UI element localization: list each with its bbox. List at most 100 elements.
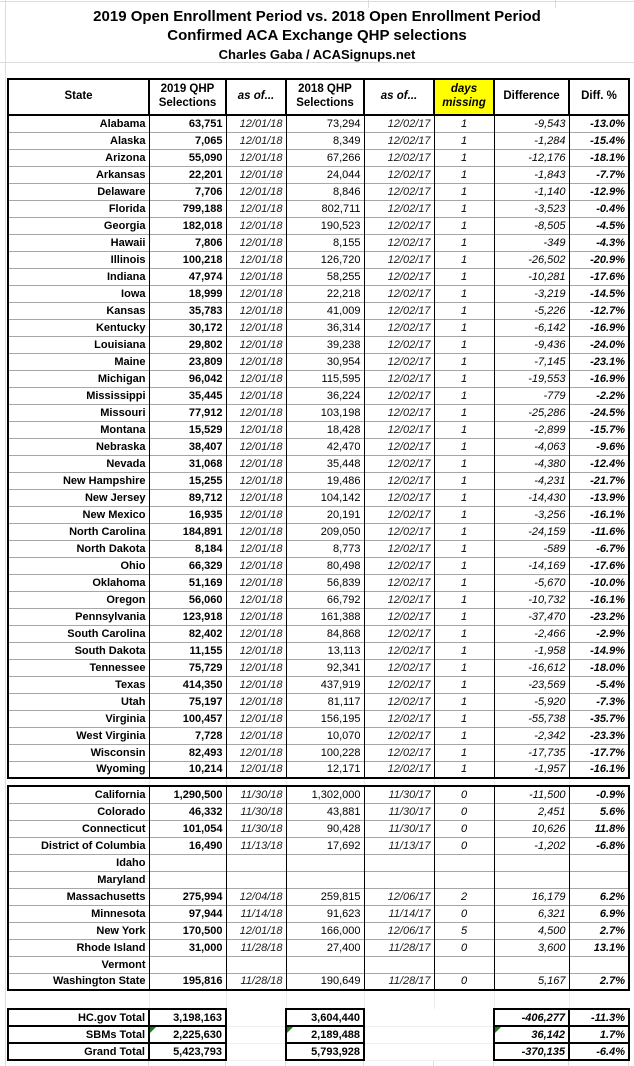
cell-days-missing[interactable]: 1 xyxy=(433,471,495,489)
cell-diff-pct[interactable]: 2.7% xyxy=(568,972,630,991)
cell-2018-qhp[interactable]: 10,070 xyxy=(285,726,365,744)
cell-state[interactable]: Oklahoma xyxy=(7,573,150,591)
cell-asof-2019[interactable]: 12/01/18 xyxy=(225,267,287,285)
total-label[interactable]: SBMs Total xyxy=(7,1025,150,1044)
col-header-diff-pct[interactable]: Diff. % xyxy=(568,78,630,116)
cell-difference[interactable]: -2,899 xyxy=(493,420,570,438)
cell-asof-2018[interactable]: 12/02/17 xyxy=(363,437,435,455)
cell-2019-qhp[interactable]: 7,806 xyxy=(148,233,227,251)
cell-asof-2019[interactable]: 12/01/18 xyxy=(225,403,287,421)
cell-2019-qhp[interactable]: 89,712 xyxy=(148,488,227,506)
cell-state[interactable]: Alaska xyxy=(7,131,150,149)
cell-asof-2018[interactable]: 12/02/17 xyxy=(363,743,435,761)
cell-state[interactable]: Connecticut xyxy=(7,819,150,837)
cell-2019-qhp[interactable]: 97,944 xyxy=(148,904,227,922)
cell-asof-2018[interactable]: 12/02/17 xyxy=(363,454,435,472)
cell-diff-pct[interactable]: -0.9% xyxy=(568,785,630,803)
cell-state[interactable]: Maryland xyxy=(7,870,150,888)
cell-asof-2019[interactable]: 12/01/18 xyxy=(225,590,287,608)
cell-diff-pct[interactable] xyxy=(568,870,630,888)
cell-state[interactable]: Georgia xyxy=(7,216,150,234)
col-header-2019-qhp[interactable]: 2019 QHP Selections xyxy=(148,78,227,116)
cell-days-missing[interactable]: 1 xyxy=(433,573,495,591)
cell-2019-qhp[interactable]: 101,054 xyxy=(148,819,227,837)
cell-diff-pct[interactable]: -2.2% xyxy=(568,386,630,404)
cell-2018-qhp[interactable]: 166,000 xyxy=(285,921,365,939)
cell-state[interactable]: New Mexico xyxy=(7,505,150,523)
cell-asof-2019[interactable] xyxy=(225,870,287,888)
cell-2019-qhp[interactable]: 100,457 xyxy=(148,709,227,727)
cell-days-missing[interactable]: 2 xyxy=(433,887,495,905)
cell-asof-2019[interactable]: 12/04/18 xyxy=(225,887,287,905)
cell-state[interactable]: Colorado xyxy=(7,802,150,820)
cell-asof-2018[interactable]: 12/02/17 xyxy=(363,199,435,217)
cell-asof-2019[interactable]: 12/01/18 xyxy=(225,284,287,302)
cell-days-missing[interactable]: 1 xyxy=(433,743,495,761)
cell-asof-2018[interactable]: 12/02/17 xyxy=(363,573,435,591)
cell-days-missing[interactable]: 1 xyxy=(433,488,495,506)
cell-days-missing[interactable] xyxy=(433,853,495,871)
cell-diff-pct[interactable]: -7.3% xyxy=(568,692,630,710)
cell-asof-2018[interactable]: 12/02/17 xyxy=(363,267,435,285)
cell-diff-pct[interactable]: -5.4% xyxy=(568,675,630,693)
cell-days-missing[interactable]: 1 xyxy=(433,624,495,642)
cell-asof-2019[interactable]: 12/01/18 xyxy=(225,471,287,489)
cell-diff-pct[interactable] xyxy=(568,955,630,973)
cell-state[interactable]: Arizona xyxy=(7,148,150,166)
cell-asof-2018[interactable]: 12/02/17 xyxy=(363,182,435,200)
cell-diff-pct[interactable]: -6.7% xyxy=(568,539,630,557)
cell-asof-2019[interactable]: 12/01/18 xyxy=(225,301,287,319)
cell-2018-qhp[interactable]: 35,448 xyxy=(285,454,365,472)
cell-days-missing[interactable]: 1 xyxy=(433,267,495,285)
cell-days-missing[interactable]: 1 xyxy=(433,590,495,608)
cell-2018-qhp[interactable]: 190,649 xyxy=(285,972,365,991)
cell-difference[interactable]: -5,670 xyxy=(493,573,570,591)
cell-asof-2019[interactable]: 12/01/18 xyxy=(225,165,287,183)
cell-2019-qhp[interactable]: 55,090 xyxy=(148,148,227,166)
cell-days-missing[interactable]: 1 xyxy=(433,522,495,540)
cell-asof-2018[interactable]: 12/02/17 xyxy=(363,488,435,506)
cell-asof-2019[interactable]: 12/01/18 xyxy=(225,658,287,676)
cell-2019-qhp[interactable]: 29,802 xyxy=(148,335,227,353)
cell-asof-2019[interactable]: 12/01/18 xyxy=(225,556,287,574)
cell-diff-pct[interactable]: -16.9% xyxy=(568,369,630,387)
cell-2019-qhp[interactable]: 123,918 xyxy=(148,607,227,625)
cell-2018-qhp[interactable]: 437,919 xyxy=(285,675,365,693)
cell-difference[interactable]: -26,502 xyxy=(493,250,570,268)
total-2018-value[interactable]: 2,189,488 xyxy=(285,1025,365,1044)
total-difference[interactable]: -370,135 xyxy=(493,1042,570,1061)
cell-asof-2018[interactable]: 12/02/17 xyxy=(363,233,435,251)
cell-difference[interactable] xyxy=(493,870,570,888)
cell-days-missing[interactable]: 1 xyxy=(433,709,495,727)
cell-2019-qhp[interactable]: 8,184 xyxy=(148,539,227,557)
cell-diff-pct[interactable]: -10.0% xyxy=(568,573,630,591)
cell-state[interactable]: North Carolina xyxy=(7,522,150,540)
cell-asof-2018[interactable]: 11/28/17 xyxy=(363,938,435,956)
cell-2019-qhp[interactable]: 18,999 xyxy=(148,284,227,302)
cell-asof-2019[interactable]: 12/01/18 xyxy=(225,131,287,149)
cell-asof-2019[interactable]: 12/01/18 xyxy=(225,437,287,455)
cell-days-missing[interactable]: 1 xyxy=(433,403,495,421)
cell-2018-qhp[interactable]: 209,050 xyxy=(285,522,365,540)
cell-difference[interactable]: -14,430 xyxy=(493,488,570,506)
cell-days-missing[interactable]: 1 xyxy=(433,199,495,217)
cell-2018-qhp[interactable]: 58,255 xyxy=(285,267,365,285)
cell-diff-pct[interactable]: 6.2% xyxy=(568,887,630,905)
cell-2019-qhp[interactable]: 82,493 xyxy=(148,743,227,761)
cell-asof-2019[interactable]: 11/28/18 xyxy=(225,938,287,956)
col-header-2018-qhp[interactable]: 2018 QHP Selections xyxy=(285,78,365,116)
cell-state[interactable]: Virginia xyxy=(7,709,150,727)
cell-diff-pct[interactable]: -16.1% xyxy=(568,760,630,779)
cell-difference[interactable]: -17,735 xyxy=(493,743,570,761)
cell-days-missing[interactable]: 1 xyxy=(433,675,495,693)
cell-asof-2019[interactable]: 12/01/18 xyxy=(225,641,287,659)
cell-asof-2018[interactable]: 12/06/17 xyxy=(363,887,435,905)
cell-diff-pct[interactable]: -24.5% xyxy=(568,403,630,421)
cell-2019-qhp[interactable]: 1,290,500 xyxy=(148,785,227,803)
cell-2019-qhp[interactable]: 414,350 xyxy=(148,675,227,693)
cell-asof-2019[interactable]: 12/01/18 xyxy=(225,182,287,200)
cell-2019-qhp[interactable]: 100,218 xyxy=(148,250,227,268)
cell-difference[interactable]: 4,500 xyxy=(493,921,570,939)
cell-difference[interactable]: -10,732 xyxy=(493,590,570,608)
cell-difference[interactable]: -1,958 xyxy=(493,641,570,659)
